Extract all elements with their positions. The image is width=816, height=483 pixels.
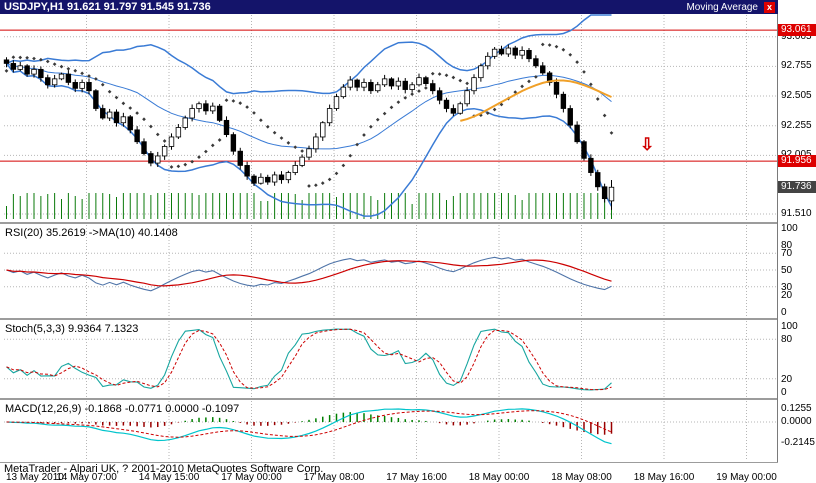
panel-separators xyxy=(0,14,778,463)
indicator-close-button[interactable]: x xyxy=(764,1,775,13)
status-bar-text: MetaTrader - Alpari UK, ? 2001-2010 Meta… xyxy=(4,463,324,475)
main-price-panel xyxy=(0,14,777,219)
down-arrow-annotation[interactable]: ⇩ xyxy=(640,135,655,154)
chart-title-bar: USDJPY,H1 91.621 91.797 91.545 91.736 Mo… xyxy=(0,0,778,14)
indicator-name-label: Moving Average xyxy=(686,1,758,13)
macd-panel-canvas xyxy=(6,408,613,445)
rsi-panel-canvas xyxy=(6,256,612,292)
grid-lines xyxy=(4,15,777,461)
titlebar-right-group: Moving Average x xyxy=(686,0,775,14)
chart-title: USDJPY,H1 91.621 91.797 91.545 91.736 xyxy=(4,1,211,13)
rsi-indicator-label: RSI(20) 35.2619 ->MA(10) 40.1408 xyxy=(5,227,178,239)
stoch-indicator-label: Stoch(5,3,3) 9.9364 7.1323 xyxy=(5,323,139,335)
stoch-panel-canvas xyxy=(6,328,612,391)
macd-indicator-label: MACD(12,26,9) -0.1868 -0.0771 0.0000 -0.… xyxy=(5,403,240,415)
